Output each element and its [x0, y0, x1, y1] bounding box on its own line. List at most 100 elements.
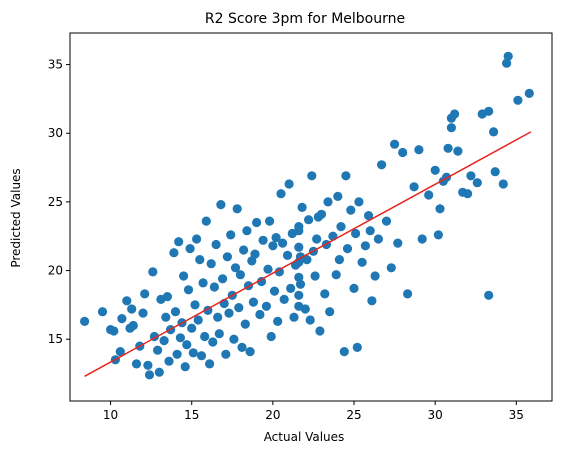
data-point [182, 340, 192, 350]
data-point [367, 296, 377, 306]
data-point [305, 315, 315, 325]
y-tick-label: 30 [48, 126, 63, 140]
data-point [294, 290, 304, 300]
data-point [274, 267, 284, 277]
data-point [209, 282, 219, 292]
data-point [211, 239, 221, 250]
data-point [349, 283, 359, 293]
data-point [180, 362, 190, 372]
data-point [286, 283, 296, 293]
data-point [128, 320, 138, 331]
data-point [365, 226, 375, 236]
data-point [498, 179, 508, 189]
data-point [198, 278, 208, 288]
data-point [143, 360, 153, 370]
data-point [138, 308, 148, 318]
data-point [188, 348, 198, 358]
data-point [466, 171, 476, 181]
data-point [234, 303, 244, 313]
data-point [224, 308, 234, 318]
data-point [393, 238, 403, 248]
data-point [310, 271, 320, 281]
x-tick-label: 20 [265, 408, 280, 422]
data-point [258, 235, 268, 245]
data-point [300, 304, 310, 314]
data-point [239, 245, 249, 255]
data-point [214, 329, 224, 339]
data-point [206, 259, 216, 269]
data-point [325, 307, 335, 317]
data-point [170, 307, 181, 317]
x-tick-label: 25 [346, 408, 361, 422]
data-point [222, 252, 232, 262]
data-point [263, 264, 273, 274]
data-point [127, 304, 137, 314]
data-point [381, 216, 392, 226]
data-point [261, 301, 271, 311]
data-point [200, 331, 210, 342]
data-point [346, 205, 356, 215]
data-point [169, 248, 179, 258]
data-point [232, 204, 242, 214]
data-point [216, 200, 226, 210]
data-point [208, 337, 218, 347]
data-point [484, 106, 494, 116]
y-axis-label: Predicted Values [9, 168, 23, 267]
data-point [294, 272, 304, 282]
data-point [248, 297, 258, 307]
data-point [221, 349, 231, 359]
data-point [193, 315, 203, 325]
data-point [153, 345, 163, 355]
data-point [354, 197, 364, 207]
data-point [97, 307, 108, 317]
data-point [240, 319, 250, 329]
data-point [269, 286, 280, 296]
data-point [174, 237, 184, 247]
data-point [352, 342, 362, 352]
data-point [323, 197, 333, 207]
data-point [294, 242, 304, 252]
data-point [213, 312, 223, 322]
data-point [179, 271, 189, 281]
data-point [242, 226, 252, 236]
data-point [255, 309, 265, 320]
data-point [414, 145, 424, 155]
data-point [333, 191, 343, 201]
data-point [342, 244, 353, 254]
data-point [339, 347, 349, 357]
data-point [226, 230, 236, 240]
data-point [336, 222, 346, 232]
data-point [334, 255, 344, 265]
data-point [185, 244, 195, 254]
data-point [341, 171, 351, 181]
x-tick-label: 15 [184, 408, 199, 422]
y-tick-label: 35 [48, 58, 63, 72]
data-point [268, 241, 278, 251]
y-tick-label: 25 [48, 195, 63, 209]
data-point [271, 233, 281, 243]
data-point [162, 292, 172, 302]
data-point [284, 179, 294, 189]
data-point [190, 300, 200, 310]
data-point [433, 230, 443, 240]
data-point [403, 289, 413, 299]
y-tick-label: 15 [48, 332, 63, 346]
data-point [503, 51, 513, 61]
data-point [453, 146, 463, 156]
data-point [115, 347, 125, 357]
x-axis-label: Actual Values [264, 430, 345, 444]
data-point [235, 270, 245, 280]
data-point [265, 216, 275, 226]
data-point [463, 189, 473, 199]
axes-frame [69, 32, 553, 402]
data-point [159, 336, 169, 346]
data-point [302, 255, 312, 265]
data-point [218, 274, 228, 284]
data-point [154, 367, 164, 377]
data-point [351, 228, 361, 239]
data-point [294, 222, 304, 232]
x-tick-label: 30 [428, 408, 443, 422]
data-point [250, 249, 260, 259]
data-point [377, 160, 387, 170]
data-point [328, 231, 338, 241]
